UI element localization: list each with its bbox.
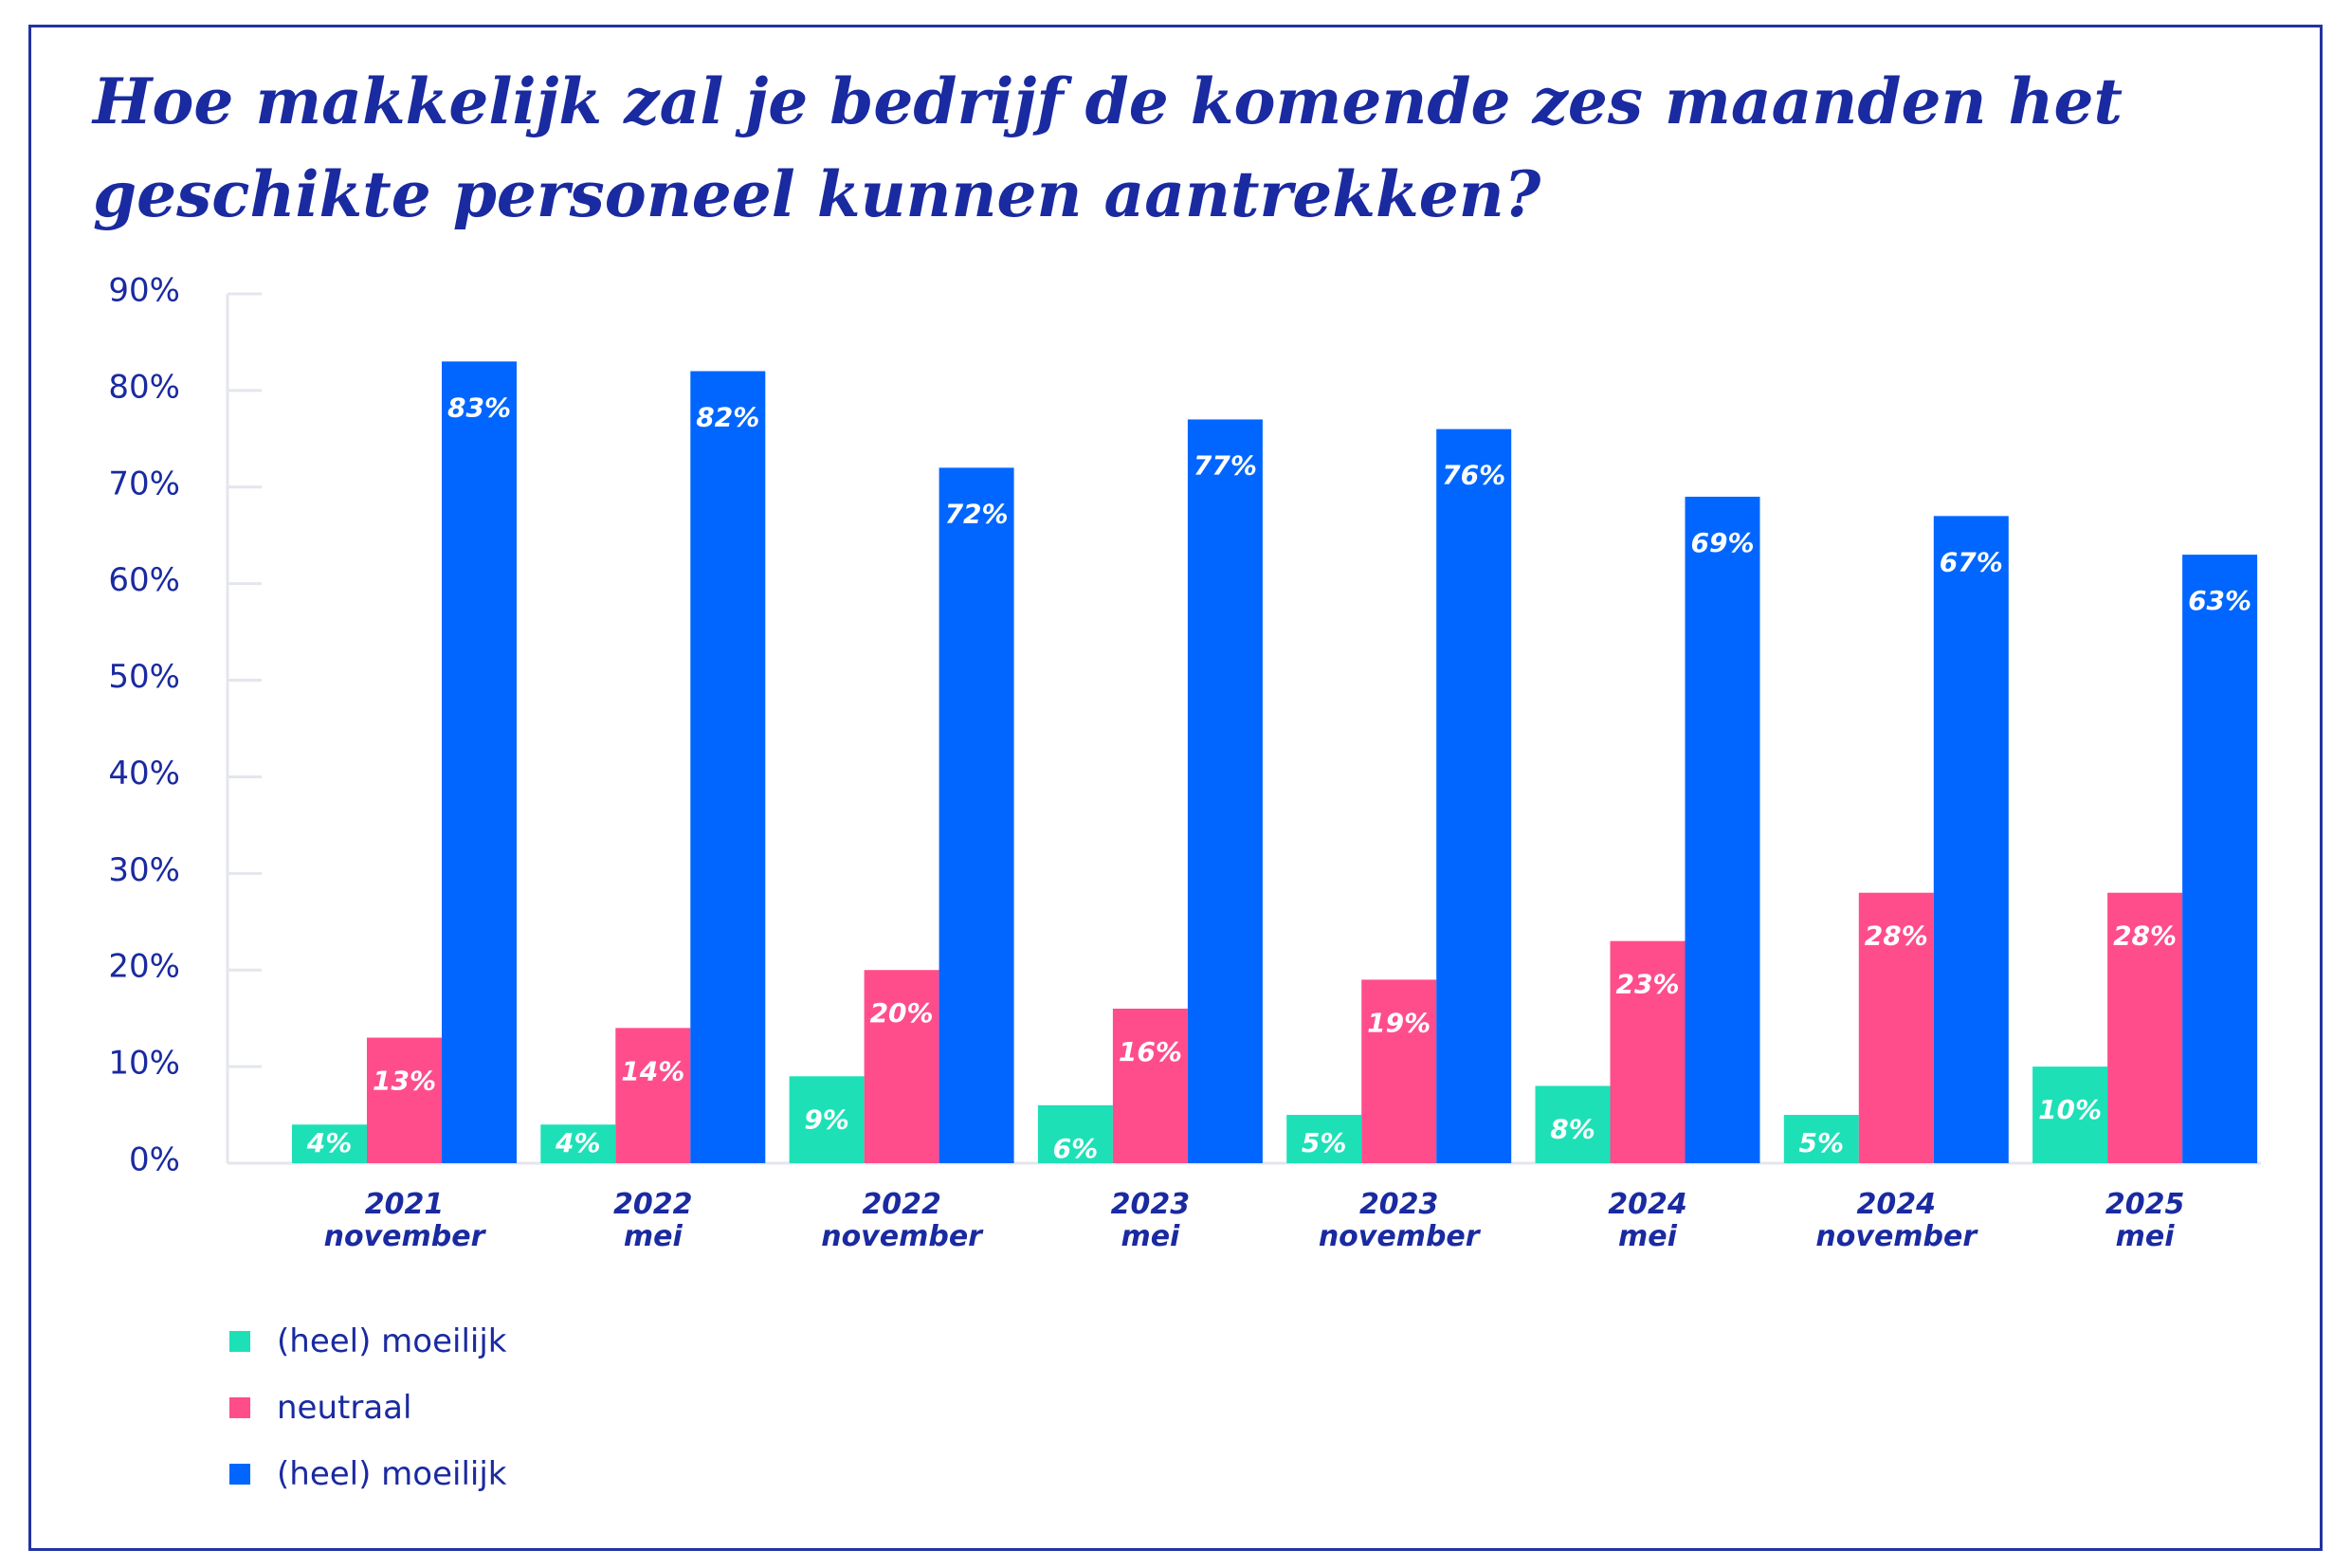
data-label-s2-2: 14%	[621, 1055, 684, 1086]
legend-label-series-2: neutraal	[277, 1389, 412, 1427]
bar-s1-4	[1037, 1104, 1113, 1163]
data-label-s1-6: 8%	[1550, 1113, 1595, 1144]
y-tick-label: 70%	[108, 465, 180, 502]
bar-s2-3	[864, 970, 939, 1163]
data-label-s1-3: 9%	[804, 1103, 849, 1135]
x-tick-label: 2023	[1111, 1188, 1191, 1221]
data-label-s2-4: 16%	[1119, 1036, 1182, 1067]
data-label-s1-2: 4%	[555, 1127, 601, 1158]
bar-s3-5	[1436, 428, 1512, 1164]
y-tick-label: 60%	[108, 561, 180, 599]
data-label-s3-6: 69%	[1690, 527, 1754, 558]
bar-s2-8	[2107, 892, 2183, 1163]
x-tick-label: november	[821, 1220, 984, 1253]
x-tick-label: 2023	[1359, 1188, 1439, 1221]
bar-s1-1	[292, 1124, 367, 1163]
data-label-s2-5: 19%	[1367, 1007, 1431, 1038]
y-tick-label: 40%	[108, 755, 180, 793]
legend-label-series-1: (heel) moeilijk	[277, 1322, 507, 1360]
legend-swatch-series-2	[229, 1397, 250, 1418]
x-tick-label: 2025	[2105, 1188, 2185, 1221]
data-label-s2-3: 20%	[870, 997, 934, 1029]
bar-s2-4	[1112, 1008, 1188, 1163]
bar-s1-5	[1286, 1115, 1362, 1163]
legend: (heel) moeilijk neutraal (heel) moeilijk	[229, 1308, 506, 1507]
bar-s1-7	[1783, 1115, 1859, 1163]
bar-s2-6	[1610, 940, 1686, 1163]
bar-s2-5	[1361, 979, 1437, 1163]
x-tick-label: 2024	[1608, 1188, 1687, 1221]
data-label-s3-8: 63%	[2188, 585, 2251, 616]
x-tick-label: 2021	[365, 1188, 445, 1221]
legend-label-series-3: (heel) moeilijk	[277, 1455, 507, 1493]
bar-s3-6	[1685, 496, 1760, 1163]
x-tick-label: november	[1319, 1220, 1482, 1253]
y-tick-label: 50%	[108, 658, 180, 696]
bar-s2-1	[367, 1037, 442, 1163]
bar-s1-6	[1535, 1085, 1611, 1163]
x-tick-label: 2022	[862, 1188, 941, 1221]
x-tick-label: 2022	[613, 1188, 693, 1221]
bar-s2-2	[615, 1028, 691, 1163]
bar-s3-4	[1187, 419, 1263, 1163]
bar-s1-3	[789, 1076, 865, 1163]
data-label-s3-7: 67%	[1940, 546, 2003, 577]
legend-swatch-series-1	[229, 1331, 250, 1352]
bar-s3-1	[442, 361, 517, 1163]
bar-s1-8	[2032, 1067, 2108, 1163]
data-label-s3-1: 83%	[447, 392, 511, 423]
data-label-s2-7: 28%	[1865, 921, 1928, 952]
y-tick-label: 20%	[108, 948, 180, 986]
y-tick-label: 80%	[108, 368, 180, 406]
y-tick-label: 0%	[129, 1141, 180, 1179]
data-label-s2-6: 23%	[1615, 969, 1679, 1000]
x-tick-label: mei	[2116, 1220, 2176, 1253]
legend-item-series-2: neutraal	[229, 1375, 506, 1441]
x-tick-label: november	[1815, 1220, 1978, 1253]
y-tick-label: 10%	[108, 1045, 180, 1083]
x-tick-label: 2024	[1857, 1188, 1937, 1221]
x-tick-label: mei	[1121, 1220, 1180, 1253]
data-label-s2-8: 28%	[2113, 921, 2177, 952]
legend-swatch-series-3	[229, 1464, 250, 1485]
legend-item-series-1: (heel) moeilijk	[229, 1308, 506, 1375]
data-label-s1-8: 10%	[2038, 1094, 2102, 1125]
y-tick-label: 30%	[108, 851, 180, 889]
data-label-s1-5: 5%	[1302, 1127, 1347, 1158]
bar-s3-8	[2182, 555, 2258, 1163]
bar-s1-2	[540, 1124, 616, 1163]
data-label-s3-5: 76%	[1442, 460, 1505, 491]
data-label-s1-1: 4%	[306, 1127, 353, 1158]
data-label-s2-1: 13%	[373, 1066, 436, 1097]
data-label-s3-4: 77%	[1194, 449, 1257, 481]
bar-s3-2	[690, 371, 766, 1163]
bar-s3-3	[939, 467, 1014, 1163]
chart-title: Hoe makkelijk zal je bedrijf de komende …	[93, 64, 2123, 231]
data-label-s1-7: 5%	[1799, 1127, 1845, 1158]
y-tick-label: 90%	[108, 272, 180, 310]
x-tick-label: mei	[1618, 1220, 1678, 1253]
legend-item-series-3: (heel) moeilijk	[229, 1441, 506, 1507]
bar-s2-7	[1858, 892, 1934, 1163]
data-label-s3-2: 82%	[696, 402, 759, 433]
x-tick-label: november	[324, 1220, 487, 1253]
data-label-s1-4: 6%	[1053, 1133, 1099, 1164]
bar-s3-7	[1933, 516, 2009, 1163]
data-label-s3-3: 72%	[945, 498, 1009, 529]
x-tick-label: mei	[624, 1220, 683, 1253]
